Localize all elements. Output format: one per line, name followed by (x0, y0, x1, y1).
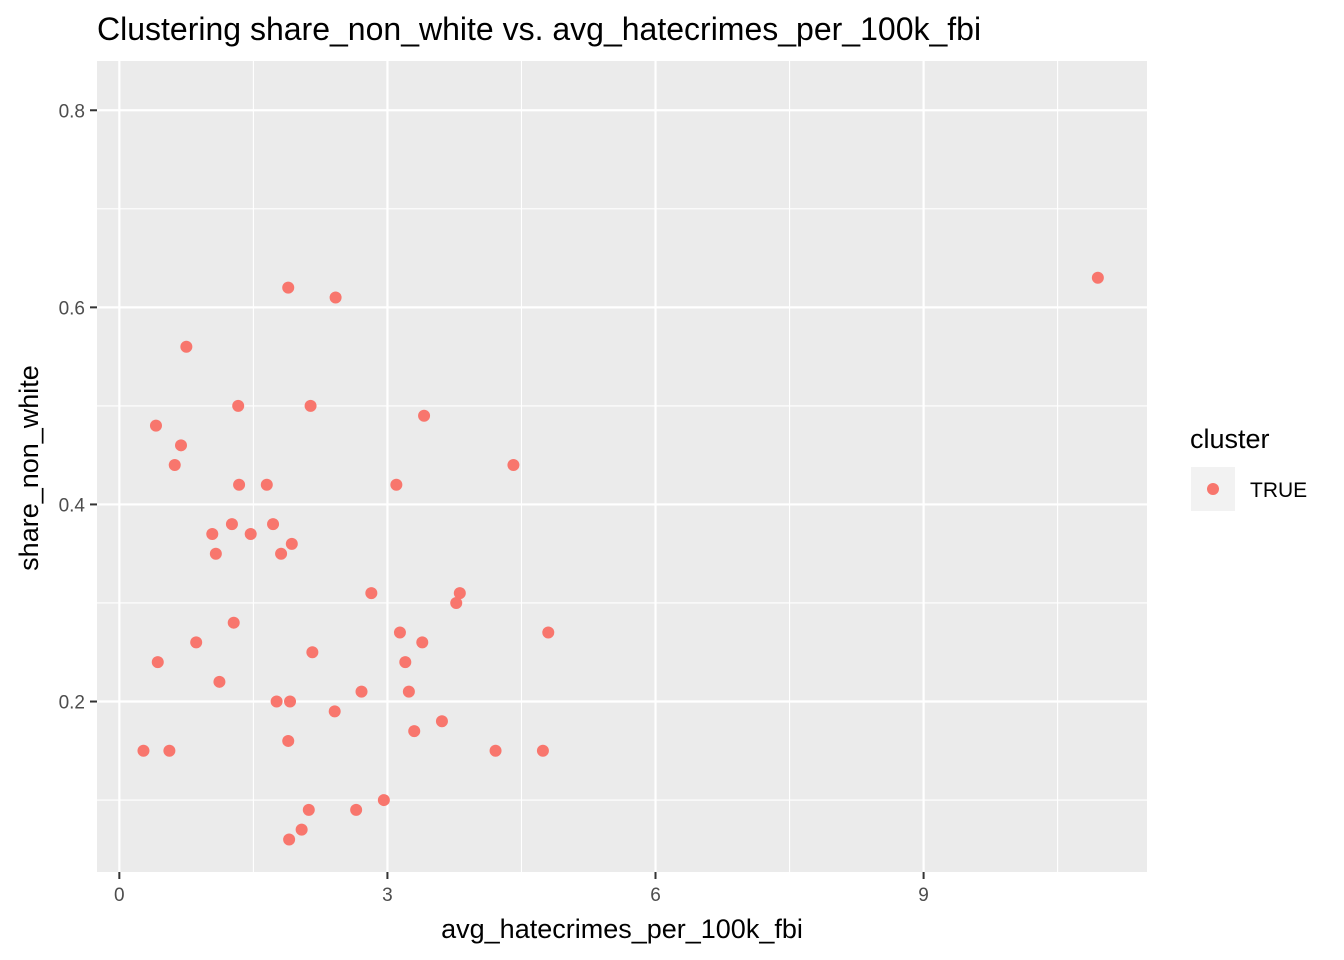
data-point (416, 636, 429, 649)
x-axis-title: avg_hatecrimes_per_100k_fbi (441, 914, 803, 944)
data-point (304, 399, 317, 412)
data-point (267, 518, 280, 531)
plot-panel (97, 61, 1147, 872)
data-point (365, 587, 378, 600)
y-tick-label: 0.4 (59, 495, 86, 516)
chart-title: Clustering share_non_white vs. avg_hatec… (97, 11, 981, 47)
data-point (418, 409, 431, 422)
x-tick-label: 3 (382, 885, 393, 906)
data-point (302, 803, 315, 816)
data-point (507, 459, 520, 472)
y-axis: 0.2 0.4 0.6 0.8 (59, 101, 97, 714)
data-point (350, 803, 363, 816)
data-point (168, 459, 181, 472)
data-point (390, 478, 403, 491)
minor-gridlines (97, 61, 1147, 872)
data-point (536, 744, 549, 757)
x-axis: 0 3 6 9 (114, 872, 929, 906)
data-point (306, 646, 319, 659)
data-point (393, 626, 406, 639)
data-point (151, 656, 164, 669)
data-point (329, 291, 342, 304)
data-point (270, 695, 283, 708)
data-point (233, 478, 246, 491)
data-point (137, 744, 150, 757)
data-point (232, 399, 245, 412)
data-point (225, 518, 238, 531)
y-tick-label: 0.8 (59, 101, 85, 122)
data-point (213, 675, 226, 688)
data-point (282, 734, 295, 747)
x-tick-label: 6 (650, 885, 661, 906)
data-point (377, 794, 390, 807)
y-axis-title: share_non_white (14, 365, 44, 571)
data-point (180, 340, 193, 353)
data-point (227, 616, 240, 629)
legend-label-true: TRUE (1250, 479, 1307, 502)
data-point (260, 478, 273, 491)
data-point (275, 547, 288, 560)
data-point (282, 281, 295, 294)
data-point (149, 419, 162, 432)
data-point (489, 744, 502, 757)
legend-key-dot (1207, 483, 1219, 495)
data-point (450, 596, 463, 609)
data-point (163, 744, 176, 757)
data-point (206, 528, 219, 541)
legend-title: cluster (1190, 424, 1270, 454)
data-point (1091, 271, 1104, 284)
y-tick-label: 0.6 (59, 298, 85, 319)
data-point (190, 636, 203, 649)
major-gridlines (97, 61, 1147, 872)
data-point (408, 725, 421, 738)
data-point (453, 587, 466, 600)
data-point (175, 439, 187, 452)
data-point (399, 656, 412, 669)
data-point (209, 547, 222, 560)
data-point (402, 685, 415, 698)
x-tick-label: 0 (114, 885, 125, 906)
data-point (295, 823, 308, 836)
data-point (244, 528, 257, 541)
data-point (283, 833, 296, 846)
data-points (137, 271, 1104, 846)
data-point (435, 715, 448, 728)
data-point (284, 695, 297, 708)
data-point (328, 705, 341, 718)
data-point (285, 537, 298, 550)
legend: cluster TRUE (1190, 424, 1307, 511)
data-point (355, 685, 368, 698)
data-point (542, 626, 555, 639)
y-tick-label: 0.2 (59, 693, 85, 714)
x-tick-label: 9 (918, 885, 929, 906)
